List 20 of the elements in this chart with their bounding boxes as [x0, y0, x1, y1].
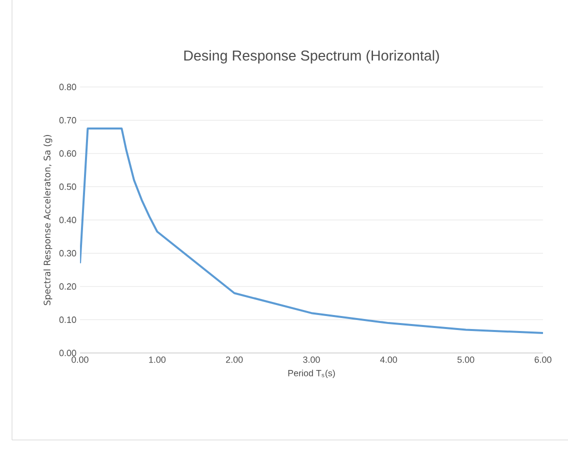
x-axis-title: Period T$_{s}$(s)	[288, 370, 335, 378]
y-tick-label: 0.60	[59, 150, 76, 157]
x-tick-label: 2.00	[226, 356, 243, 363]
y-tick-label: 0.70	[59, 117, 76, 124]
x-tick-label: 5.00	[457, 356, 474, 363]
x-tick-label: 1.00	[149, 356, 166, 363]
x-tick-label: 0.00	[72, 356, 88, 363]
y-tick-label: 0.30	[59, 250, 76, 256]
line-series	[80, 128, 543, 334]
y-tick-label: 0.80	[59, 84, 76, 90]
chart-title: Desing Response Spectrum (Horizontal)	[184, 50, 439, 64]
y-tick-label: 0.00	[59, 350, 76, 356]
y-tick-label: 0.40	[59, 216, 76, 224]
y-tick-label: 0.10	[59, 316, 76, 323]
y-axis-title: Spectral Response Acceleraton, Sa (g)	[44, 135, 52, 306]
x-tick-label: 3.00	[303, 356, 320, 363]
y-tick-label: 0.20	[59, 283, 76, 290]
x-tick-label: 4.00	[380, 356, 398, 363]
y-tick-label: 0.50	[59, 184, 76, 190]
x-tick-label: 6.00	[534, 356, 552, 363]
